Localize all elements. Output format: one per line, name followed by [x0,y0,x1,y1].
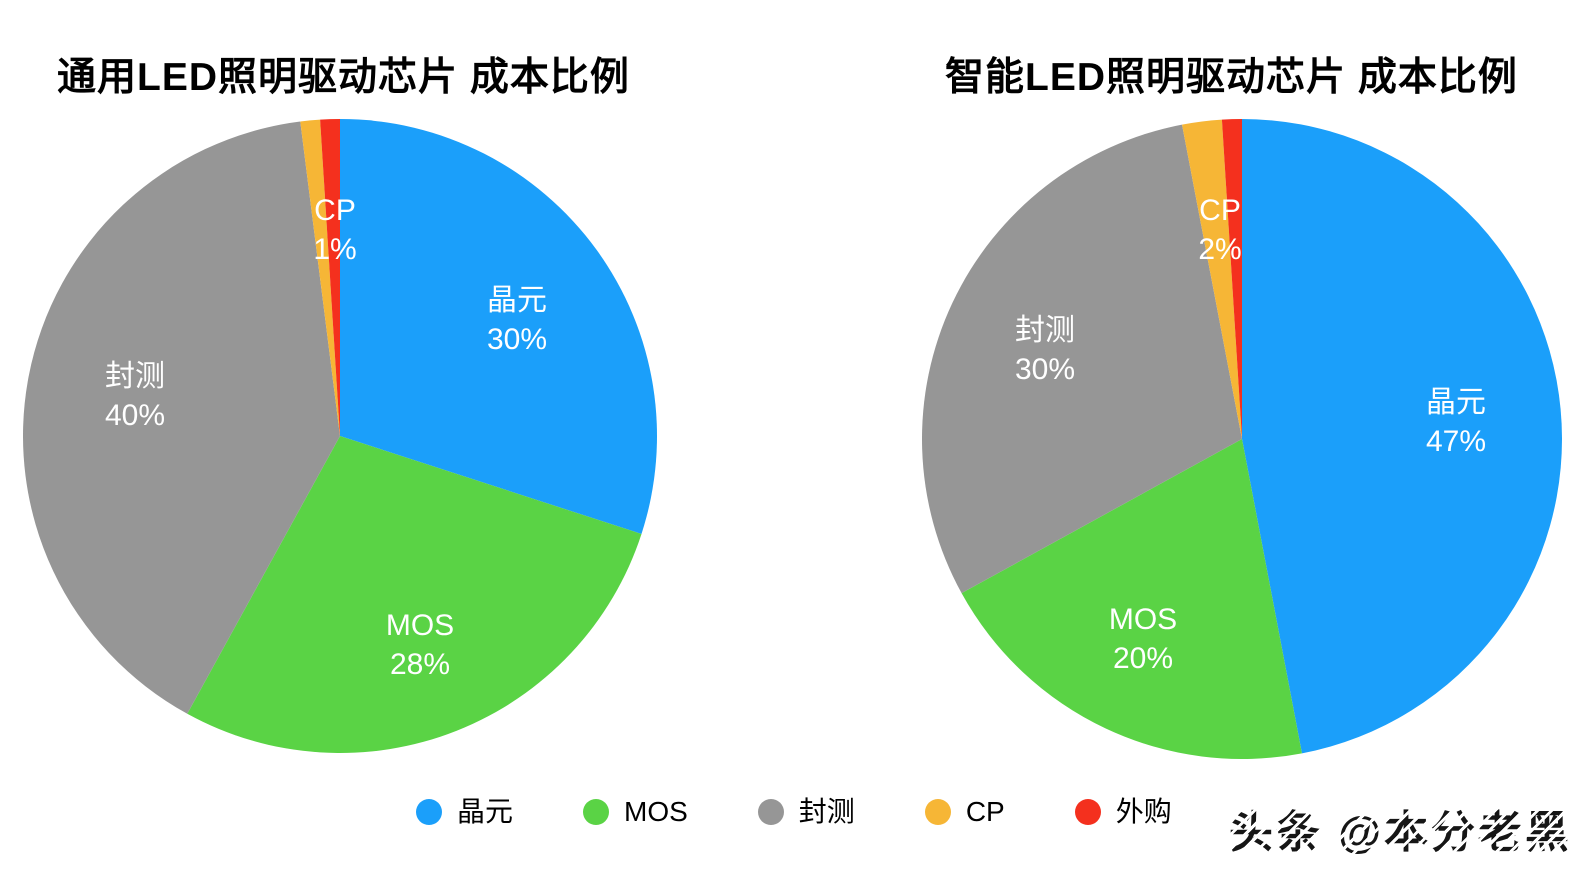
legend-item-waigou: 外购 [1074,796,1172,828]
slice-name: 晶元 [1425,386,1486,419]
slice-pct: 47% [1425,425,1487,458]
pie-slice-晶元 [340,119,657,534]
pie-slice-外购 [320,119,340,436]
legend-label: MOS [624,796,688,827]
slice-name: CP [314,194,356,227]
legend-dot-orange-icon [924,799,951,825]
slice-pct: 1% [313,233,357,266]
legend-label: 晶元 [457,796,514,827]
pie-slice-封测 [23,121,340,714]
left-pie-chart [23,119,657,753]
right-chart-title: 智能LED照明驱动芯片 成本比例 [945,56,1518,99]
legend-item-fengce: 封测 [757,796,855,828]
right-label-jingyuan: 晶元 47% [1426,383,1486,461]
pie-slice-MOS [961,439,1302,759]
legend-label: 外购 [1115,796,1172,827]
pie-slice-外购 [1221,119,1242,439]
legend-dot-green-icon [583,799,610,825]
watermark: 头条 @本分老黑 [1229,796,1572,860]
left-pie-svg [23,119,657,753]
pie-slice-CP [1182,119,1242,440]
slice-name: 晶元 [486,284,547,317]
legend-item-mos: MOS [583,796,688,828]
right-label-mos: MOS 20% [1109,600,1177,678]
slice-pct: 40% [104,399,166,432]
slice-name: 封测 [1014,314,1075,347]
left-chart-title: 通用LED照明驱动芯片 成本比例 [57,56,630,99]
slice-name: CP [1199,194,1241,227]
legend-label: CP [965,796,1005,827]
left-label-mos: MOS 28% [386,606,454,684]
left-label-jingyuan: 晶元 30% [487,281,547,359]
slice-pct: 30% [486,323,548,356]
legend: 晶元 MOS 封测 CP 外购 [416,796,1242,828]
left-label-cp: CP 1% [313,191,356,269]
legend-label: 封测 [798,796,855,827]
slice-name: 封测 [104,360,165,393]
legend-item-jingyuan: 晶元 [416,796,513,828]
pie-slice-封测 [922,124,1242,594]
pie-slice-CP [300,119,340,437]
right-pie-chart [922,119,1562,759]
legend-dot-gray-icon [757,799,784,825]
legend-dot-blue-icon [416,799,442,825]
right-label-cp: CP 2% [1198,191,1241,269]
left-label-fengce: 封测 40% [105,357,165,435]
slice-pct: 20% [1112,642,1174,675]
right-label-fengce: 封测 30% [1015,311,1075,389]
slice-pct: 2% [1198,233,1242,266]
right-pie-svg [922,119,1562,759]
slice-pct: 30% [1014,353,1076,386]
legend-item-cp: CP [924,796,1005,828]
slice-name: MOS [385,609,455,642]
pie-slice-晶元 [1242,119,1562,754]
slice-name: MOS [1108,603,1178,636]
legend-dot-red-icon [1074,799,1101,825]
slice-pct: 28% [389,648,451,681]
pie-slice-MOS [187,436,642,753]
